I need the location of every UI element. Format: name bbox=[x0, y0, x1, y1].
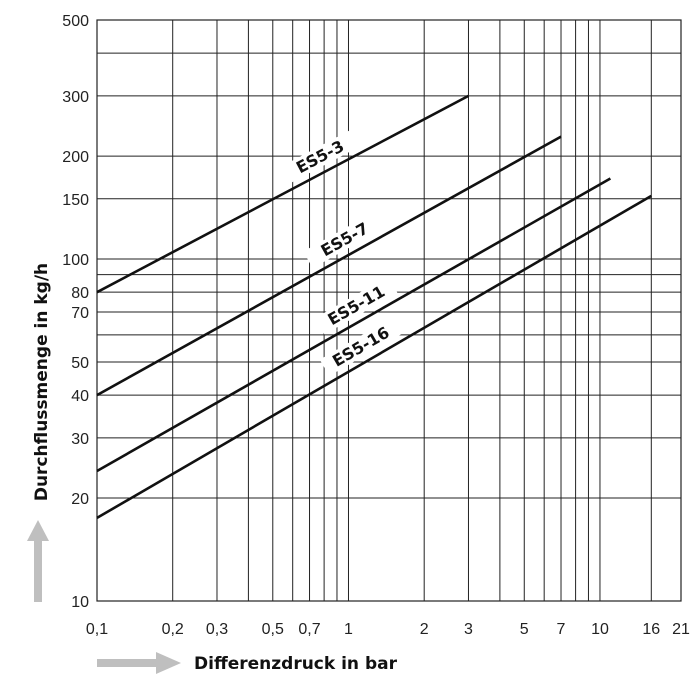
grid-lines bbox=[96, 19, 682, 602]
y-tick-label: 70 bbox=[71, 305, 89, 322]
y-tick-label: 50 bbox=[71, 355, 89, 372]
x-tick-label: 3 bbox=[464, 621, 473, 638]
series-line-es5-3 bbox=[96, 94, 470, 294]
series-line-es5-11 bbox=[96, 177, 612, 473]
series-label-background bbox=[315, 276, 398, 335]
x-tick-label: 0,5 bbox=[262, 621, 284, 638]
x-tick-label: 1 bbox=[344, 621, 353, 638]
series-lines bbox=[96, 94, 652, 520]
y-axis-ticks: 10 20 30 40 50 70 80 100 150 200 300 500 bbox=[62, 13, 89, 611]
y-tick-label: 150 bbox=[62, 192, 89, 209]
x-tick-label: 0,2 bbox=[162, 621, 184, 638]
x-axis-ticks: 0,1 0,2 0,3 0,5 0,7 1 2 3 5 7 10 16 21 bbox=[86, 621, 690, 638]
x-tick-label: 7 bbox=[557, 621, 566, 638]
y-tick-label: 10 bbox=[71, 594, 89, 611]
series-line-es5-7 bbox=[96, 135, 562, 397]
series-label-text: ES5-3 bbox=[293, 136, 347, 177]
x-tick-label: 5 bbox=[520, 621, 529, 638]
y-tick-label: 20 bbox=[71, 491, 89, 508]
y-tick-label: 30 bbox=[71, 431, 89, 448]
x-tick-label: 21 bbox=[672, 621, 690, 638]
series-label-background bbox=[303, 210, 386, 269]
y-tick-label: 500 bbox=[62, 13, 89, 30]
series-line-es5-16 bbox=[96, 194, 652, 520]
x-tick-label: 0,3 bbox=[206, 621, 228, 638]
y-tick-label: 80 bbox=[71, 285, 89, 302]
x-axis-title: Differenzdruck in bar bbox=[194, 654, 398, 674]
y-tick-label: 100 bbox=[62, 252, 89, 269]
x-tick-label: 16 bbox=[642, 621, 660, 638]
series-label-background bbox=[319, 317, 402, 377]
series-label-background bbox=[278, 128, 362, 185]
y-tick-label: 300 bbox=[62, 89, 89, 106]
x-axis-arrow bbox=[97, 652, 181, 674]
y-tick-label: 40 bbox=[71, 388, 89, 405]
x-tick-label: 2 bbox=[420, 621, 429, 638]
y-tick-label: 200 bbox=[62, 149, 89, 166]
y-axis-arrow bbox=[27, 520, 49, 602]
series-label-text: ES5-7 bbox=[318, 219, 372, 261]
x-tick-label: 0,1 bbox=[86, 621, 108, 638]
y-axis-title: Durchflussmenge in kg/h bbox=[32, 263, 52, 501]
x-tick-label: 10 bbox=[591, 621, 609, 638]
x-tick-label: 0,7 bbox=[298, 621, 320, 638]
plot-frame bbox=[96, 19, 682, 602]
series-label-es5-3: ES5-3 bbox=[278, 128, 362, 185]
